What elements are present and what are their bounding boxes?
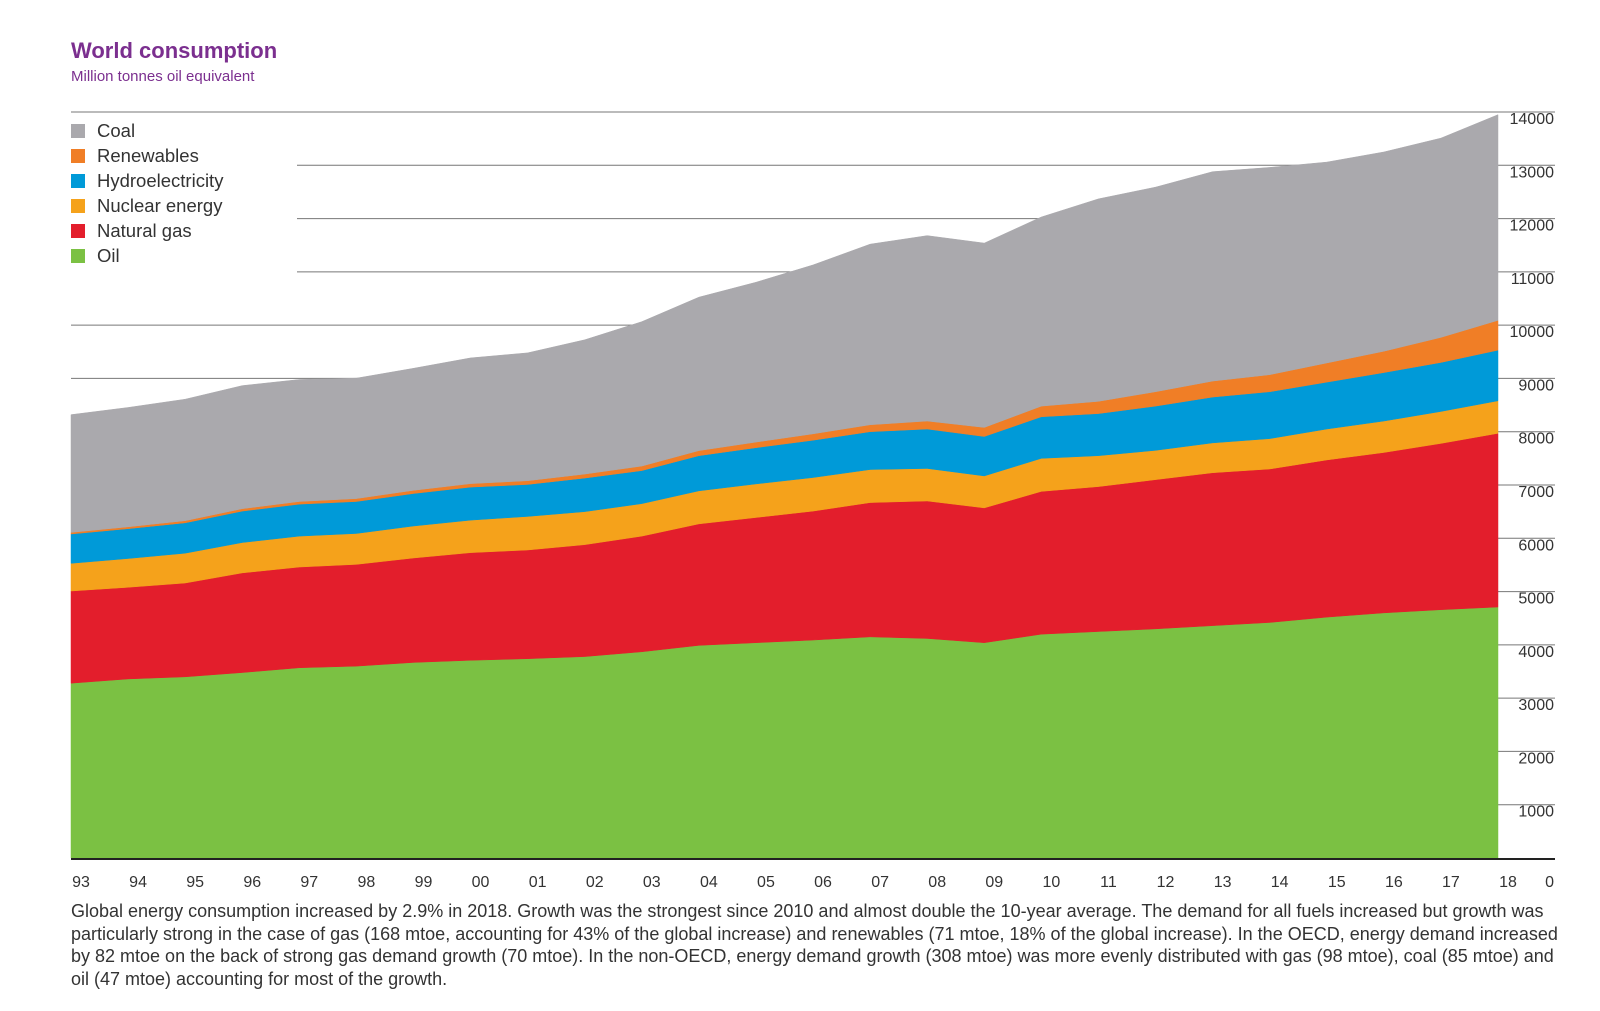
chart-subtitle: Million tonnes oil equivalent — [71, 68, 255, 85]
x-tick-label: 96 — [243, 874, 261, 891]
x-tick-label: 12 — [1157, 874, 1175, 891]
legend-label-renewables: Renewables — [97, 144, 199, 166]
y-tick-label: 10000 — [1510, 324, 1555, 341]
legend-item-hydroelectricity: Hydroelectricity — [71, 168, 223, 193]
x-tick-labels: 93 94 95 96 97 98 99 00 01 02 03 04 05 06 07 08 09 10 11 12… — [72, 874, 1517, 891]
x-tick-label: 07 — [871, 874, 889, 891]
legend-swatch-hydroelectricity — [71, 173, 85, 188]
x-tick-label: 06 — [814, 874, 832, 891]
legend-label-oil: Oil — [97, 244, 120, 266]
x-tick-label: 08 — [928, 874, 946, 891]
x-tick-label: 10 — [1042, 874, 1060, 891]
legend-swatch-renewables — [71, 148, 85, 163]
y-tick-label: 11000 — [1511, 271, 1554, 288]
chart-title: World consumption — [71, 38, 278, 63]
legend-swatch-natural-gas — [71, 223, 85, 238]
y-tick-label: 4000 — [1518, 644, 1554, 661]
x-tick-label: 97 — [300, 874, 318, 891]
legend-label-nuclear: Nuclear energy — [97, 194, 223, 216]
x-tick-label: 02 — [586, 874, 604, 891]
x-tick-label: 14 — [1271, 874, 1289, 891]
y-tick-label: 0 — [1545, 874, 1554, 891]
chart-caption: Global energy consumption increased by 2… — [71, 901, 1558, 989]
legend-item-coal: Coal — [71, 118, 223, 143]
x-tick-label: 98 — [358, 874, 376, 891]
legend-item-oil: Oil — [71, 243, 223, 268]
y-tick-label: 5000 — [1518, 591, 1554, 608]
x-tick-label: 01 — [529, 874, 547, 891]
legend-item-renewables: Renewables — [71, 143, 223, 168]
legend-swatch-coal — [71, 123, 85, 138]
y-tick-label: 3000 — [1518, 697, 1554, 714]
legend: Coal Renewables Hydroelectricity Nuclear… — [71, 118, 223, 268]
legend-label-natural-gas: Natural gas — [97, 219, 192, 241]
legend-item-nuclear: Nuclear energy — [71, 193, 223, 218]
x-tick-label: 03 — [643, 874, 661, 891]
y-tick-label: 8000 — [1518, 431, 1554, 448]
x-tick-label: 13 — [1214, 874, 1232, 891]
y-tick-label: 14000 — [1510, 111, 1555, 128]
y-tick-label: 2000 — [1518, 750, 1554, 767]
y-tick-label: 7000 — [1518, 484, 1554, 501]
y-tick-labels: 0 1000 2000 3000 4000 5000 6000 7000 8000 9000 100… — [1510, 111, 1555, 891]
x-tick-label: 11 — [1100, 874, 1117, 891]
x-tick-label: 94 — [129, 874, 147, 891]
x-tick-label: 16 — [1385, 874, 1403, 891]
series-areas — [70, 114, 1499, 859]
legend-item-natural-gas: Natural gas — [71, 218, 223, 243]
x-tick-label: 05 — [757, 874, 775, 891]
y-tick-label: 1000 — [1518, 804, 1554, 821]
y-tick-label: 9000 — [1518, 377, 1554, 394]
x-tick-label: 17 — [1442, 874, 1460, 891]
series-area-coal — [70, 114, 1499, 533]
y-tick-label: 13000 — [1510, 164, 1555, 181]
x-tick-label: 09 — [985, 874, 1003, 891]
legend-swatch-oil — [71, 248, 85, 263]
y-tick-label: 6000 — [1518, 537, 1554, 554]
x-tick-label: 93 — [72, 874, 90, 891]
legend-label-coal: Coal — [97, 119, 136, 141]
legend-swatch-nuclear — [71, 198, 85, 213]
x-tick-label: 99 — [415, 874, 433, 891]
legend-label-hydroelectricity: Hydroelectricity — [97, 169, 224, 191]
x-tick-label: 95 — [186, 874, 204, 891]
y-tick-label: 12000 — [1510, 218, 1555, 235]
x-tick-label: 04 — [700, 874, 718, 891]
x-tick-label: 15 — [1328, 874, 1346, 891]
x-tick-label: 00 — [472, 874, 490, 891]
x-tick-label: 18 — [1499, 874, 1517, 891]
